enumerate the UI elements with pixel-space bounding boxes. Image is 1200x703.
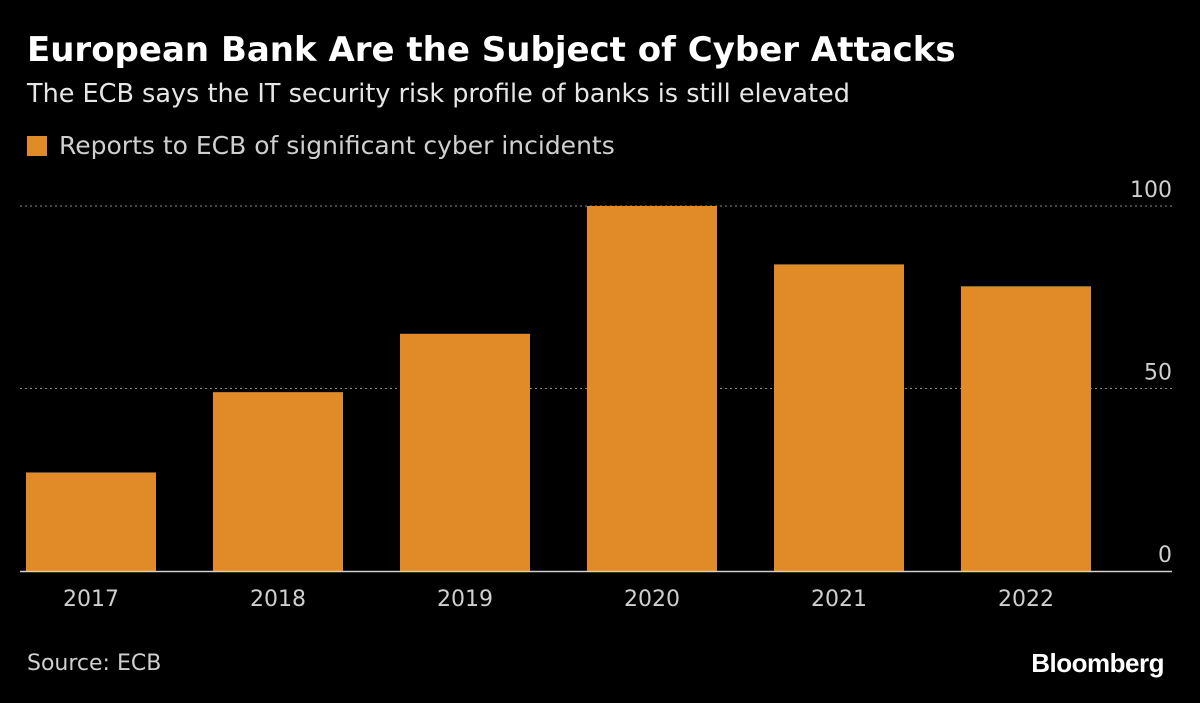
y-tick-label: 100 [1130,178,1172,203]
y-tick-label: 0 [1158,543,1172,568]
x-tick-label: 2022 [998,587,1054,612]
bar-2019 [400,333,530,571]
bar-2021 [774,264,904,571]
x-tick-label: 2019 [437,587,493,612]
bloomberg-logo: Bloomberg [1031,648,1164,678]
x-tick-label: 2021 [811,587,867,612]
x-tick-labels: 2017 2018 2019 2020 2021 2022 [63,587,1054,612]
bar-2020 [587,206,717,571]
x-tick-label: 2017 [63,587,119,612]
legend: Reports to ECB of significant cyber inci… [27,131,615,160]
bar-2022 [961,286,1091,571]
x-tick-label: 2018 [250,587,306,612]
bar-2017 [26,472,156,571]
bars [26,206,1091,571]
x-tick-label: 2020 [624,587,680,612]
legend-label: Reports to ECB of significant cyber inci… [59,131,615,160]
legend-swatch [27,135,47,156]
chart-subtitle: The ECB says the IT security risk profil… [27,79,850,109]
source-note: Source: ECB [27,651,162,676]
y-tick-labels: 0 50 100 [1130,178,1172,568]
chart-title: European Bank Are the Subject of Cyber A… [27,30,956,70]
bar-2018 [213,392,343,571]
y-tick-label: 50 [1144,361,1172,386]
